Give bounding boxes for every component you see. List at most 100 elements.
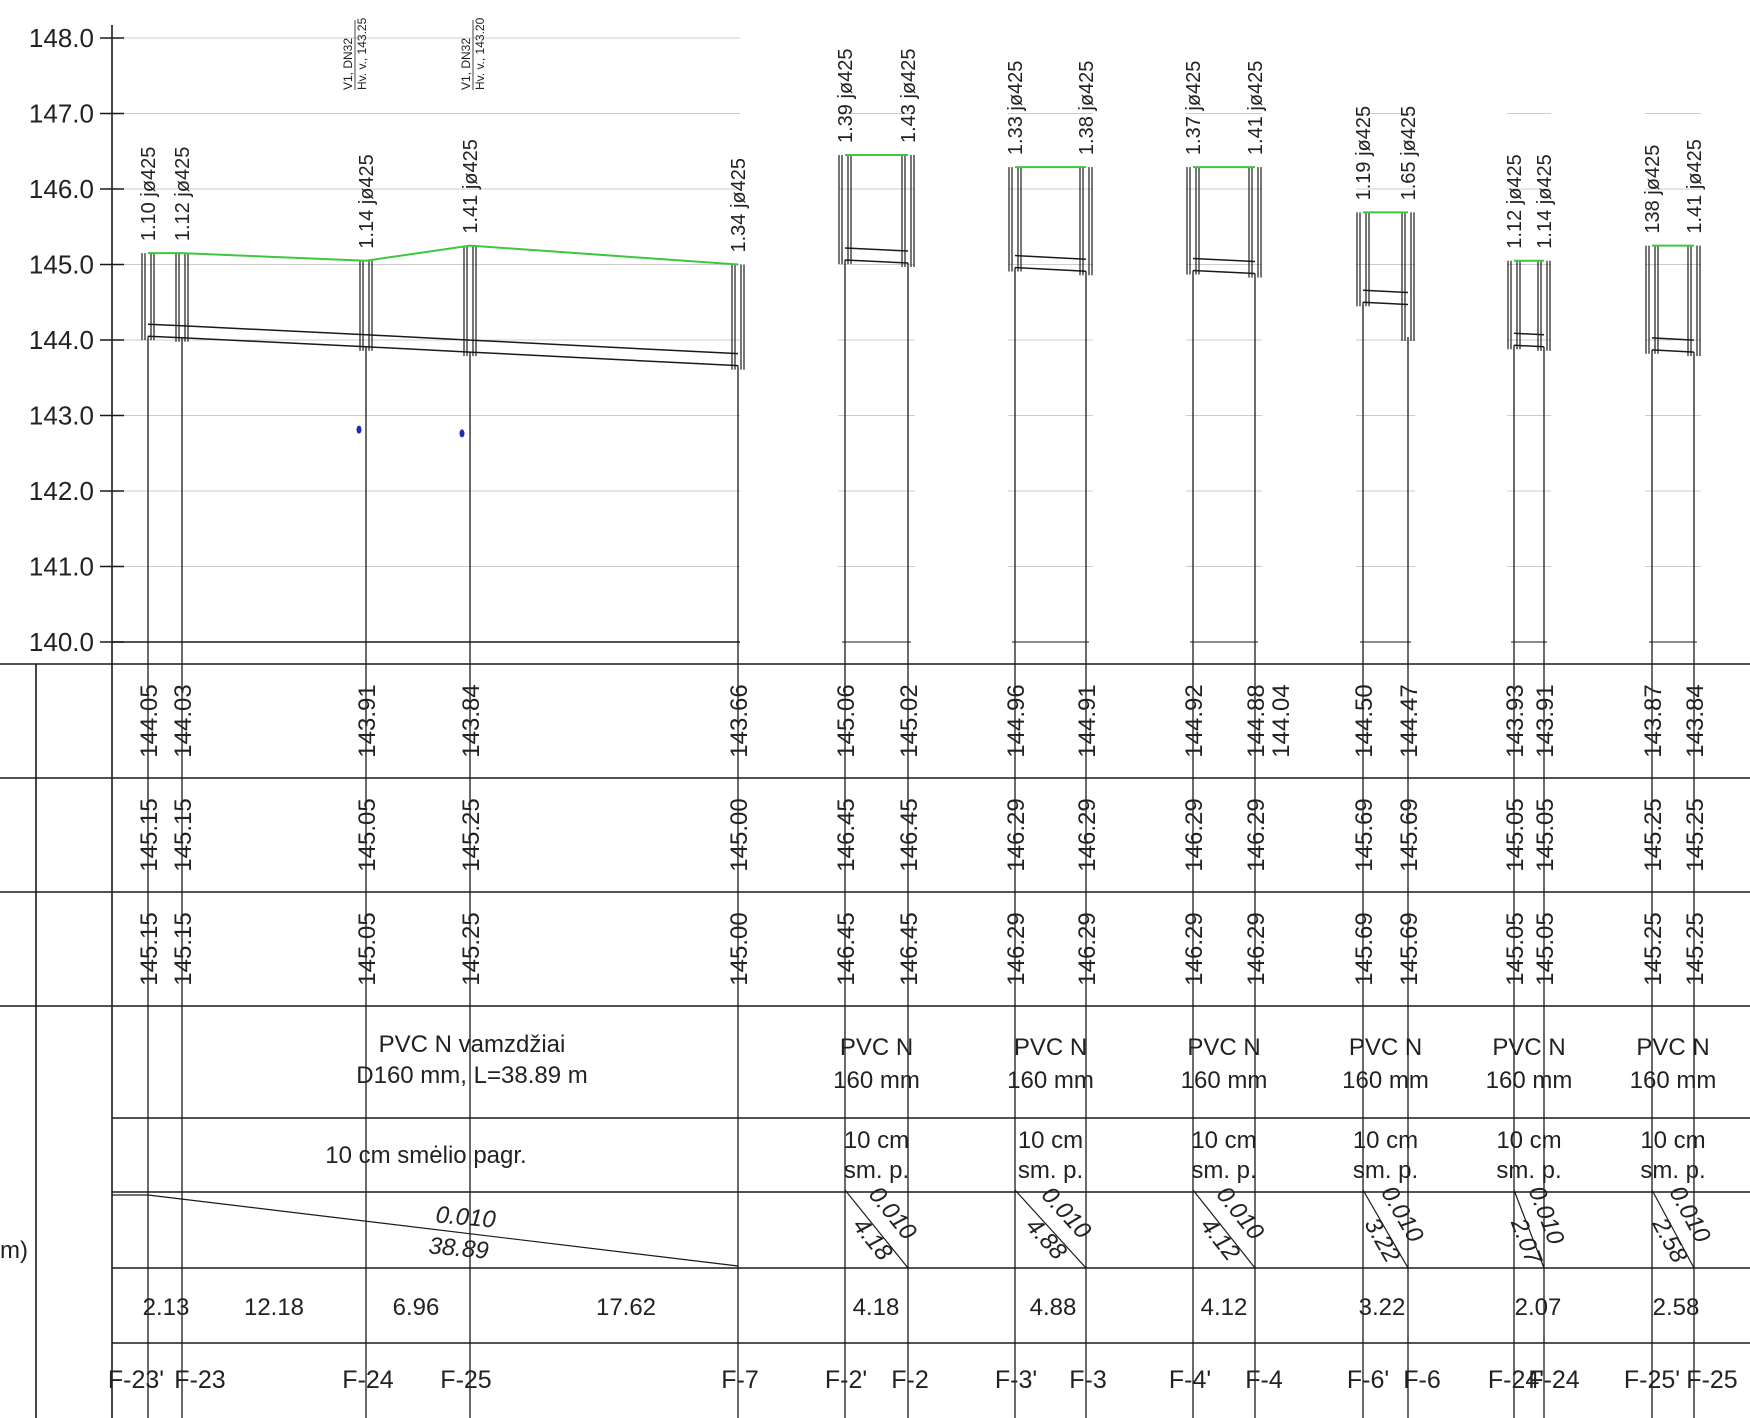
well-name-label: F-24' — [1488, 1366, 1544, 1394]
invert-value: 143.84 — [1682, 684, 1709, 757]
water-note-line2: Hv. v., 143.25 — [355, 17, 369, 90]
ground-value: 146.29 — [1074, 798, 1101, 871]
branch-pipe-top — [1192, 257, 1256, 263]
water-note-line1: V1, DN32 — [341, 38, 355, 90]
profile-frame — [0, 25, 1750, 1418]
distance-value: 2.07 — [1515, 1294, 1562, 1321]
main-pipe-bottom — [469, 351, 739, 367]
ground-value: 145.25 — [458, 798, 485, 871]
bedding-branch-line2: sm. p. — [1496, 1157, 1561, 1184]
ground-value: 145.25 — [1640, 798, 1667, 871]
design-value: 145.25 — [458, 912, 485, 985]
invert-value: 144.04 — [1268, 684, 1295, 757]
pipe-branch-line2: 160 mm — [1007, 1067, 1094, 1094]
invert-value: 143.91 — [1532, 684, 1559, 757]
pipe-branch-line1: PVC N — [1349, 1034, 1422, 1061]
bedding-branch-line1: 10 cm — [1191, 1127, 1256, 1154]
pipe-branch-line1: PVC N — [1636, 1034, 1709, 1061]
shaft-depth-label: 1.19 jø425 — [1353, 106, 1375, 201]
design-value: 146.45 — [833, 912, 860, 985]
row-label-fragment: m) — [0, 1237, 28, 1264]
invert-value: 144.50 — [1351, 684, 1378, 757]
ground-value: 145.00 — [726, 798, 753, 871]
design-value: 145.05 — [1532, 912, 1559, 985]
design-value: 145.69 — [1396, 912, 1423, 985]
pipe-branch-line2: 160 mm — [833, 1067, 920, 1094]
invert-value: 144.03 — [170, 684, 197, 757]
y-axis-ticks: 148.0 147.0 146.0 145.0 144.0 143.0 142.0 141.0… — [29, 23, 124, 657]
invert-value: 144.92 — [1181, 684, 1208, 757]
bedding-branch-line2: sm. p. — [1640, 1157, 1705, 1184]
pipe-main-line2: D160 mm, L=38.89 m — [356, 1062, 587, 1089]
pipe-branch-line1: PVC N — [1492, 1034, 1565, 1061]
branch-pipe-top — [1513, 332, 1545, 336]
invert-value: 144.47 — [1396, 684, 1423, 757]
well-name-label: F-4' — [1169, 1366, 1211, 1394]
distance-value: 4.18 — [853, 1294, 900, 1321]
well-name-label: F-6' — [1347, 1366, 1389, 1394]
shaft-depth-label: 1.38 jø425 — [1076, 61, 1098, 156]
ground-value: 146.45 — [896, 798, 923, 871]
design-value: 145.25 — [1682, 912, 1709, 985]
shaft-depth-label: 1.33 jø425 — [1005, 61, 1027, 156]
distance-value: 12.18 — [244, 1294, 304, 1321]
main-pipe-top — [469, 339, 739, 355]
invert-value: 143.87 — [1640, 684, 1667, 757]
main-pipe-bottom — [181, 336, 367, 348]
design-value: 145.00 — [726, 912, 753, 985]
pipe-branch-line2: 160 mm — [1486, 1067, 1573, 1094]
shaft-depth-label: 1.41 jø425 — [1684, 139, 1706, 234]
ground-value: 146.29 — [1243, 798, 1270, 871]
ground-value: 145.15 — [170, 798, 197, 871]
invert-value: 143.84 — [458, 684, 485, 757]
invert-value: 145.02 — [896, 684, 923, 757]
main-pipe-top — [147, 323, 183, 327]
slope-diagonal — [147, 1194, 739, 1267]
y-tick-label: 144.0 — [29, 325, 94, 355]
ground-value: 145.05 — [354, 798, 381, 871]
well-name-label: F-24 — [1528, 1366, 1580, 1394]
ground-line — [469, 244, 739, 266]
design-value: 146.29 — [1243, 912, 1270, 985]
main-pipe-bottom — [365, 346, 471, 353]
invert-value: 144.91 — [1074, 684, 1101, 757]
water-note-line1: V1, DN32 — [459, 38, 473, 90]
main-pipe-bottom — [147, 335, 183, 339]
well-name-label: F-2 — [891, 1366, 929, 1394]
invert-value: 143.93 — [1502, 684, 1529, 757]
branch-pipe-bottom — [1362, 301, 1409, 306]
invert-value: 144.05 — [136, 684, 163, 757]
design-value: 145.69 — [1351, 912, 1378, 985]
profile-shafts-and-pipes — [141, 154, 1701, 1418]
y-tick-label: 141.0 — [29, 552, 94, 582]
well-name-label: F-4 — [1245, 1366, 1283, 1394]
invert-value: 143.91 — [354, 684, 381, 757]
design-value: 145.05 — [354, 912, 381, 985]
design-value: 145.25 — [1640, 912, 1667, 985]
invert-value: 144.96 — [1003, 684, 1030, 757]
branch-pipe-top — [844, 247, 909, 252]
bedding-main: 10 cm smėlio pagr. — [325, 1142, 526, 1169]
design-value: 145.15 — [170, 912, 197, 985]
shaft-depth-label: 1.37 jø425 — [1183, 61, 1205, 156]
invert-value: 143.66 — [726, 684, 753, 757]
slope-branch-diagonal — [1513, 1189, 1545, 1269]
bedding-branch-line1: 10 cm — [1353, 1127, 1418, 1154]
profile-labels: 1.10 jø425 1.12 jø425 1.14 jø425 1.41 jø425… — [138, 17, 1706, 252]
slope-branch-diagonal — [1651, 1189, 1695, 1269]
design-value: 146.45 — [896, 912, 923, 985]
ground-value: 145.15 — [136, 798, 163, 871]
well-name-label: F-3 — [1069, 1366, 1107, 1394]
shaft-depth-label: 1.43 jø425 — [898, 49, 920, 144]
pipe-branch-line1: PVC N — [1014, 1034, 1087, 1061]
well-name-label: F-7 — [721, 1366, 759, 1394]
distance-value: 2.58 — [1653, 1294, 1700, 1321]
slope-branch-diagonal — [844, 1189, 909, 1269]
shaft-depth-label: 1.10 jø425 — [138, 147, 160, 242]
design-value: 145.15 — [136, 912, 163, 985]
branch-pipe-top — [1014, 254, 1087, 261]
bedding-branch-line2: sm. p. — [844, 1157, 909, 1184]
pipe-main-line1: PVC N vamzdžiai — [379, 1031, 566, 1058]
well-name-label: F-23 — [174, 1366, 225, 1394]
